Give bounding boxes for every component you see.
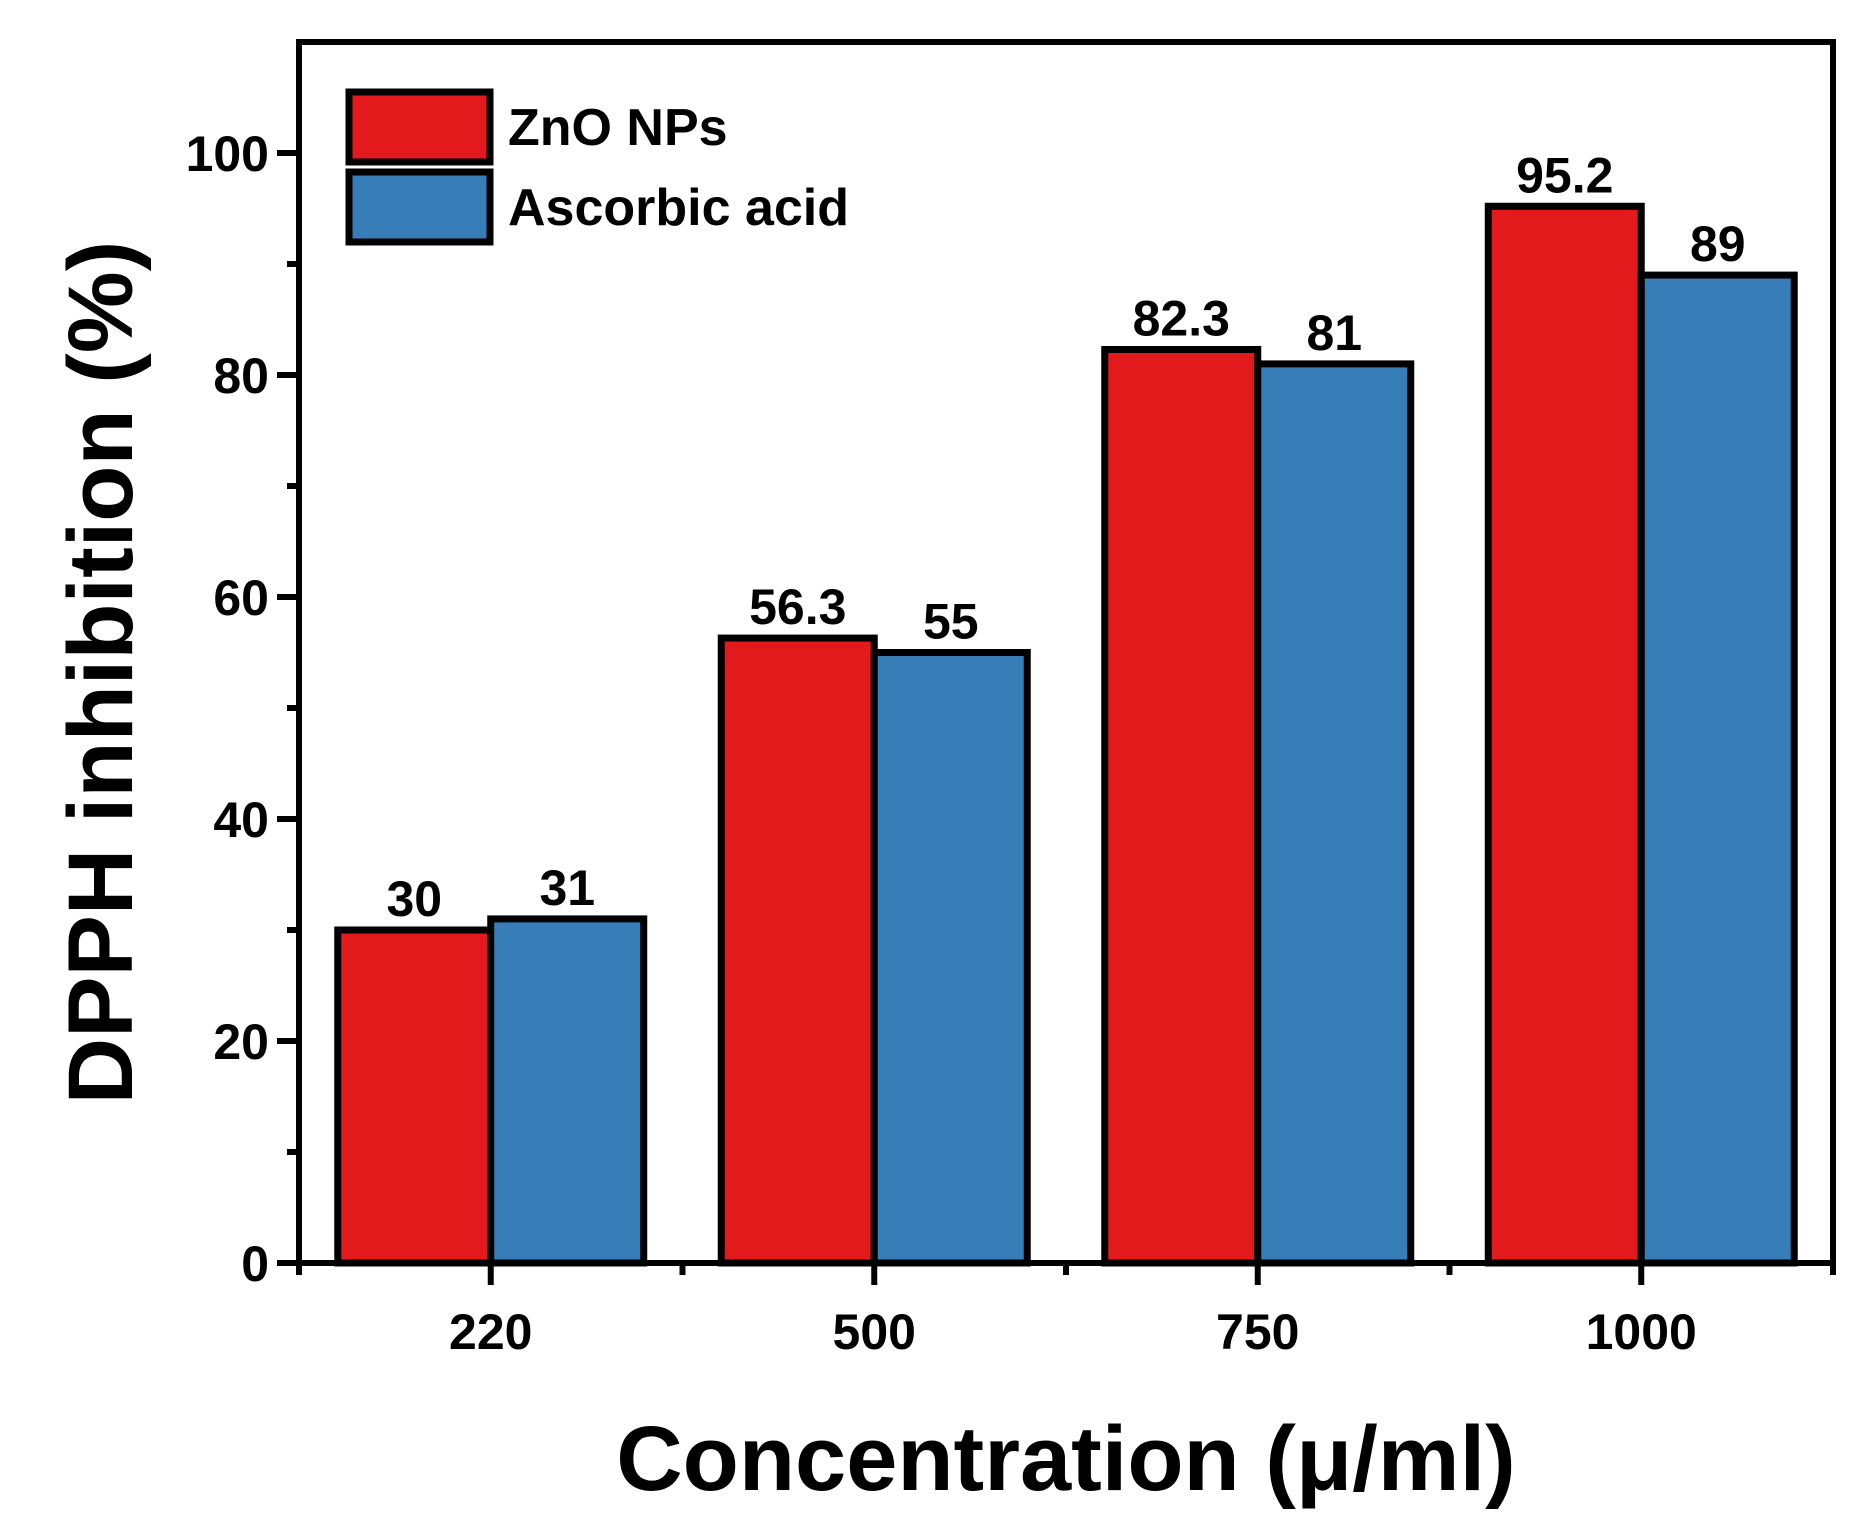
bar-zno-nps-220 [338, 930, 491, 1263]
bar-zno-nps-750 [1105, 349, 1258, 1263]
bar-ascorbic-acid-750 [1258, 364, 1411, 1263]
legend-label: ZnO NPs [508, 99, 728, 157]
value-label: 31 [539, 860, 595, 916]
value-label: 82.3 [1133, 290, 1230, 346]
y-tick-label: 20 [213, 1014, 269, 1070]
bar-zno-nps-500 [721, 638, 874, 1263]
value-label: 55 [923, 594, 979, 650]
x-tick-label: 500 [833, 1304, 916, 1360]
bar-ascorbic-acid-1000 [1641, 275, 1794, 1263]
value-label: 89 [1690, 216, 1746, 272]
plot-area: 30 56.3 82.3 95.2 31 55 81 89 [338, 147, 1795, 1263]
value-label: 95.2 [1516, 147, 1613, 203]
legend: ZnO NPs Ascorbic acid [349, 92, 849, 242]
y-axis-title: DPPH inhibition (%) [50, 241, 152, 1105]
y-tick-label: 60 [213, 570, 269, 626]
x-tick-label: 750 [1216, 1304, 1299, 1360]
y-tick-label: 80 [213, 348, 269, 404]
y-axis: 0 20 40 60 80 100 [186, 126, 299, 1292]
legend-swatch-ascorbic-acid [349, 172, 490, 242]
x-tick-label: 1000 [1586, 1304, 1697, 1360]
bar-ascorbic-acid-220 [491, 919, 644, 1263]
y-tick-label: 40 [213, 792, 269, 848]
legend-swatch-zno-nps [349, 92, 490, 162]
y-tick-label: 0 [241, 1236, 269, 1292]
x-axis-title: Concentration (μ/ml) [616, 1408, 1516, 1510]
legend-label: Ascorbic acid [508, 179, 849, 237]
y-tick-label: 100 [186, 126, 269, 182]
chart: 30 56.3 82.3 95.2 31 55 81 89 0 20 40 60 80 100 220 5… [0, 0, 1862, 1518]
value-label: 56.3 [749, 579, 846, 635]
bar-zno-nps-1000 [1488, 206, 1641, 1263]
x-axis: 220 500 750 1000 [299, 1263, 1833, 1360]
x-tick-label: 220 [449, 1304, 532, 1360]
value-label: 81 [1306, 305, 1362, 361]
bar-ascorbic-acid-500 [874, 653, 1027, 1264]
value-label: 30 [386, 871, 442, 927]
